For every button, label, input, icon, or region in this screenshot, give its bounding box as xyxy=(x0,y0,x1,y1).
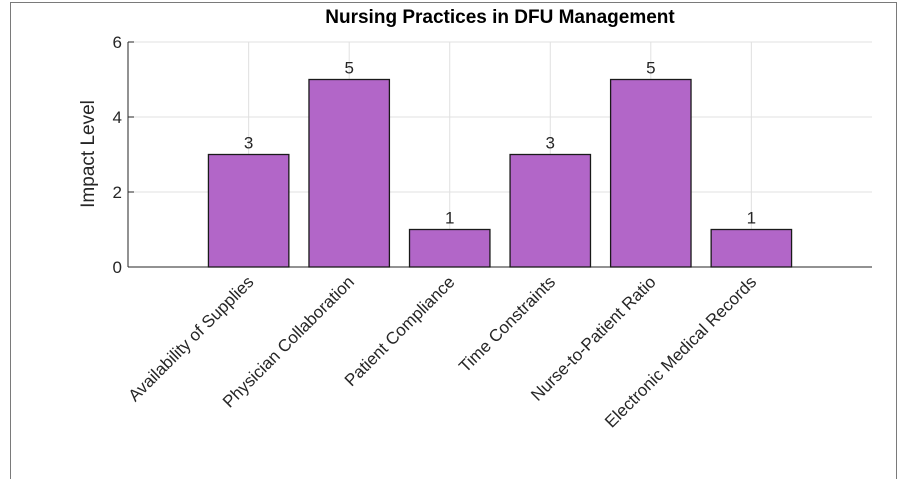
value-label: 1 xyxy=(747,209,756,228)
value-label: 1 xyxy=(445,209,454,228)
value-label: 5 xyxy=(344,59,353,78)
bar xyxy=(308,78,391,268)
x-tick-label: Time Constraints xyxy=(455,272,559,376)
frame xyxy=(10,2,897,479)
y-tick-label: 4 xyxy=(113,108,122,127)
y-tick-label: 0 xyxy=(113,258,122,277)
bar xyxy=(710,228,793,268)
value-label: 3 xyxy=(244,134,253,153)
chart-title: Nursing Practices in DFU Management xyxy=(325,7,675,28)
x-tick-label: Patient Compliance xyxy=(341,272,459,390)
y-axis-label: Impact Level xyxy=(78,100,99,208)
y-tick-label: 6 xyxy=(113,33,122,52)
bar xyxy=(609,78,692,268)
value-label: 3 xyxy=(546,134,555,153)
value-label: 5 xyxy=(646,59,655,78)
bar xyxy=(207,153,290,268)
y-tick-label: 2 xyxy=(113,183,122,202)
bar xyxy=(509,153,592,268)
bar xyxy=(408,228,491,268)
